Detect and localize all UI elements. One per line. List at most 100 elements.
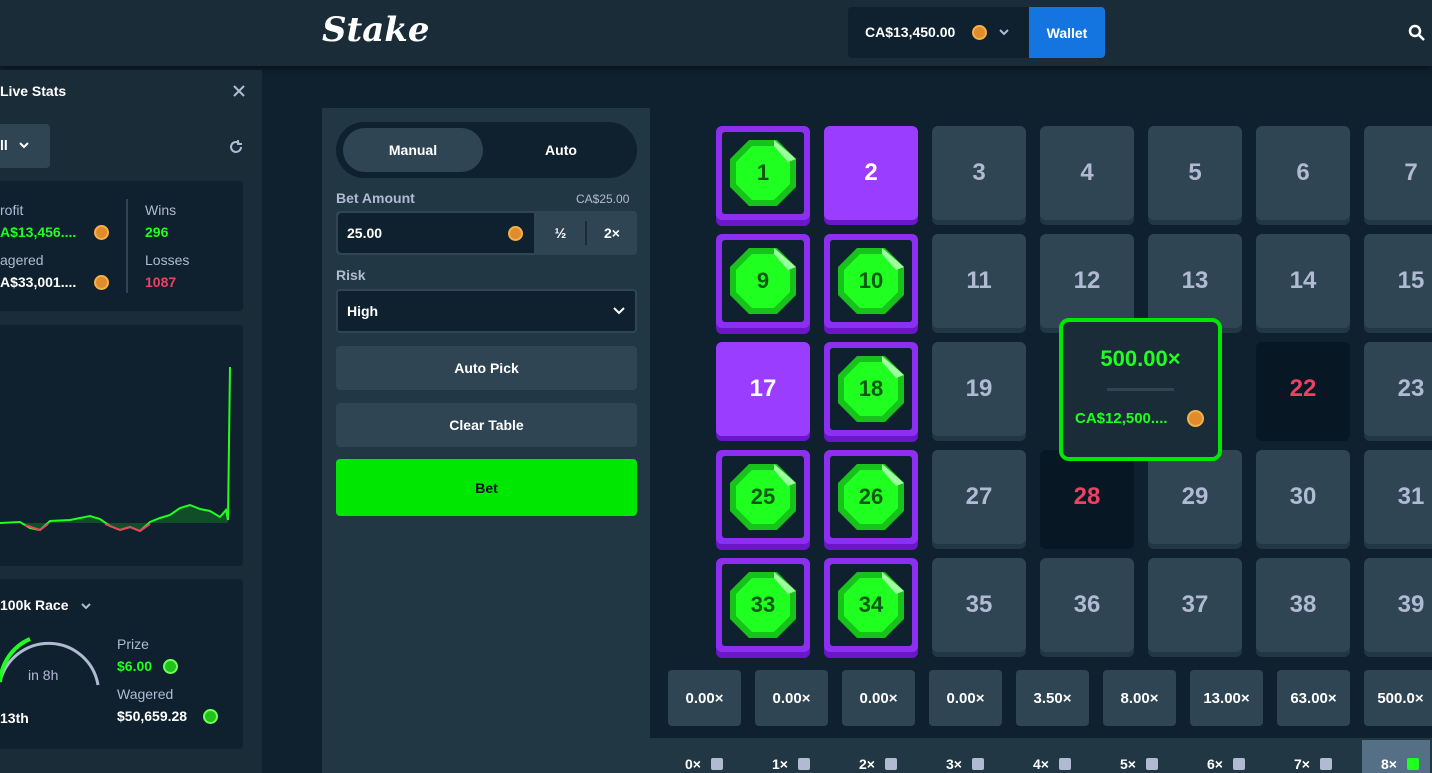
gem-icon	[1320, 758, 1332, 770]
tile[interactable]: 12	[1040, 234, 1134, 328]
tile[interactable]: 10	[824, 234, 918, 328]
profit-value: A$13,456....	[0, 224, 77, 240]
caret	[81, 603, 91, 610]
tile[interactable]: 35	[932, 558, 1026, 652]
gem-icon	[798, 758, 810, 770]
stats-card: rofit A$13,456.... agered A$33,001.... W…	[0, 181, 243, 311]
payout: 0.00×	[842, 670, 915, 726]
mode-tabs: Manual Auto	[336, 122, 637, 178]
tile[interactable]: 2	[824, 126, 918, 220]
clear-table-button[interactable]: Clear Table	[336, 403, 637, 447]
gem-icon	[885, 758, 897, 770]
tile[interactable]: 19	[932, 342, 1026, 436]
gem	[838, 464, 904, 530]
tile[interactable]: 28	[1040, 450, 1134, 544]
tile-number: 34	[858, 592, 884, 617]
tile[interactable]: 9	[716, 234, 810, 328]
balance: CA$13,450.00	[865, 24, 956, 40]
tile[interactable]: 31	[1364, 450, 1432, 544]
tile-number: 1	[756, 160, 770, 185]
payout: 13.00×	[1190, 670, 1263, 726]
risk-select[interactable]: High	[336, 289, 637, 333]
tile[interactable]: 5	[1148, 126, 1242, 220]
win-divider	[1107, 388, 1174, 391]
hit: 8×	[1381, 756, 1397, 772]
tile[interactable]: 15	[1364, 234, 1432, 328]
wins-value: 296	[145, 224, 169, 240]
graph	[0, 366, 231, 533]
profit-graph	[0, 325, 243, 566]
payout: 8.00×	[1103, 670, 1176, 726]
hit: 0×	[685, 756, 701, 772]
hit: 4×	[1033, 756, 1049, 772]
wallet-button[interactable]: Wallet	[1029, 7, 1105, 58]
wagered-value: A$33,001....	[0, 274, 77, 290]
live-stats-title: Live Stats	[0, 83, 67, 99]
search-icon[interactable]	[1408, 24, 1426, 42]
tile-number: 10	[858, 268, 884, 293]
caret	[19, 142, 29, 149]
losses-label: Losses	[145, 252, 190, 268]
tile[interactable]: 6	[1256, 126, 1350, 220]
tile[interactable]: 36	[1040, 558, 1134, 652]
gem	[730, 248, 796, 314]
hit: 7×	[1294, 756, 1310, 772]
payout: 0.00×	[929, 670, 1002, 726]
tile[interactable]: 18	[824, 342, 918, 436]
tile[interactable]: 38	[1256, 558, 1350, 652]
filter-select[interactable]: ll	[0, 124, 50, 168]
balance-box[interactable]: CA$13,450.00	[848, 7, 1030, 58]
half-button[interactable]: ½	[536, 211, 585, 255]
gem-icon	[1059, 758, 1071, 770]
hit: 3×	[946, 756, 962, 772]
gem	[838, 356, 904, 422]
tile[interactable]: 29	[1148, 450, 1242, 544]
tile[interactable]: 7	[1364, 126, 1432, 220]
race-timer: in 8h	[28, 667, 59, 683]
tile[interactable]: 11	[932, 234, 1026, 328]
tile[interactable]: 17	[716, 342, 810, 436]
refresh-icon[interactable]	[228, 139, 244, 155]
tile[interactable]: 34	[824, 558, 918, 652]
double-button[interactable]: 2×	[587, 211, 637, 255]
logo[interactable]: Stake	[322, 10, 430, 50]
tile[interactable]: 33	[716, 558, 810, 652]
tile[interactable]: 22	[1256, 342, 1350, 436]
losses-value: 1087	[145, 274, 177, 290]
caret	[613, 307, 625, 315]
payout: 63.00×	[1277, 670, 1350, 726]
tile[interactable]: 3	[932, 126, 1026, 220]
payout: 500.0×	[1364, 670, 1432, 726]
close-icon[interactable]	[232, 84, 246, 98]
tab[interactable]: Auto	[545, 142, 577, 158]
tile[interactable]: 25	[716, 450, 810, 544]
auto-pick-button[interactable]: Auto Pick	[336, 346, 637, 390]
tile[interactable]: 23	[1364, 342, 1432, 436]
gem	[838, 572, 904, 638]
bet-button[interactable]: Bet	[336, 459, 637, 516]
hit: 6×	[1207, 756, 1223, 772]
coin	[1187, 410, 1204, 427]
hit: 1×	[772, 756, 788, 772]
tile[interactable]: 1	[716, 126, 810, 220]
filter-value: ll	[0, 137, 8, 153]
hit: 5×	[1120, 756, 1136, 772]
bet-input[interactable]: 25.00	[338, 213, 534, 253]
tab[interactable]: Manual	[343, 128, 483, 172]
race-title[interactable]: 100k Race	[0, 597, 69, 613]
tile-number: 25	[750, 484, 776, 509]
tile[interactable]: 30	[1256, 450, 1350, 544]
wins-label: Wins	[145, 202, 177, 218]
tile[interactable]: 14	[1256, 234, 1350, 328]
bet-amount-label: Bet Amount	[336, 190, 415, 206]
tile[interactable]: 37	[1148, 558, 1242, 652]
gem-icon	[1407, 758, 1419, 770]
tile[interactable]: 13	[1148, 234, 1242, 328]
tile[interactable]: 26	[824, 450, 918, 544]
tile[interactable]: 39	[1364, 558, 1432, 652]
race-gauge	[0, 637, 100, 686]
payout: 0.00×	[755, 670, 828, 726]
tile[interactable]: 4	[1040, 126, 1134, 220]
tile[interactable]: 27	[932, 450, 1026, 544]
